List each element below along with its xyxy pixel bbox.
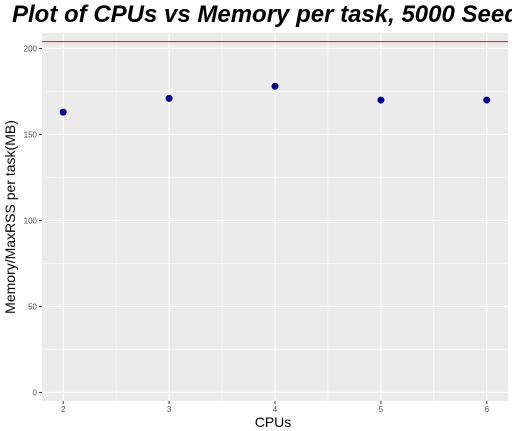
y-axis-ticks: 0 50 100 150 200 [24,44,42,397]
major-gridlines [42,33,508,401]
x-tick-label: 4 [273,405,278,414]
data-points [59,82,491,116]
data-point [165,94,173,102]
y-tick-label: 150 [24,130,38,139]
x-tick-label: 2 [61,405,66,414]
data-point [59,108,67,116]
y-tick-label: 0 [33,388,38,397]
x-tick-label: 3 [167,405,172,414]
y-tick-label: 200 [24,44,38,53]
x-axis-title: CPUs [255,414,292,430]
y-tick-label: 100 [24,216,38,225]
x-tick-label: 5 [379,405,384,414]
data-point [483,96,491,104]
y-axis-title: Memory/MaxRSS per task(MB) [2,120,18,314]
chart-title: Plot of CPUs vs Memory per task, 5000 Se… [12,1,512,28]
x-axis-ticks: 2 3 4 5 6 [61,401,490,414]
data-point [271,82,279,90]
y-tick-label: 50 [28,302,37,311]
x-tick-label: 6 [485,405,490,414]
data-point [377,96,385,104]
